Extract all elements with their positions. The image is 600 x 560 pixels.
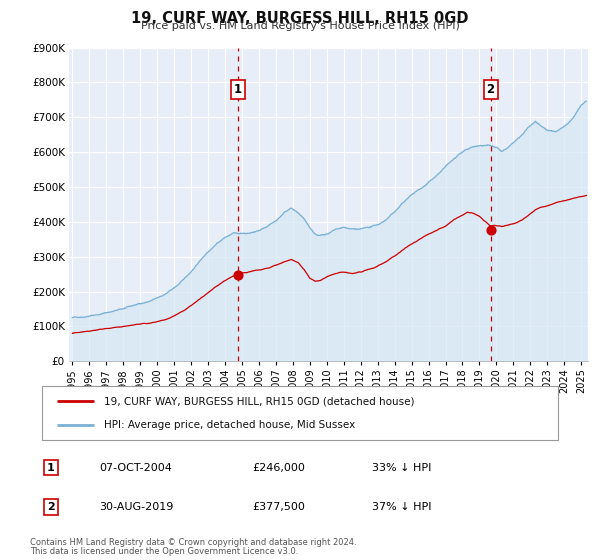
Text: 1: 1 (234, 83, 242, 96)
Text: Price paid vs. HM Land Registry's House Price Index (HPI): Price paid vs. HM Land Registry's House … (140, 21, 460, 31)
Text: £377,500: £377,500 (252, 502, 305, 512)
Text: 30-AUG-2019: 30-AUG-2019 (99, 502, 173, 512)
Text: Contains HM Land Registry data © Crown copyright and database right 2024.: Contains HM Land Registry data © Crown c… (30, 538, 356, 547)
Text: 07-OCT-2004: 07-OCT-2004 (99, 463, 172, 473)
Text: 33% ↓ HPI: 33% ↓ HPI (372, 463, 431, 473)
Text: 2: 2 (47, 502, 55, 512)
Text: 37% ↓ HPI: 37% ↓ HPI (372, 502, 431, 512)
Text: This data is licensed under the Open Government Licence v3.0.: This data is licensed under the Open Gov… (30, 547, 298, 556)
Text: 19, CURF WAY, BURGESS HILL, RH15 0GD (detached house): 19, CURF WAY, BURGESS HILL, RH15 0GD (de… (104, 396, 415, 407)
Point (486, 225, 496, 234)
Text: 2: 2 (487, 83, 495, 96)
Text: HPI: Average price, detached house, Mid Sussex: HPI: Average price, detached house, Mid … (104, 419, 355, 430)
FancyBboxPatch shape (42, 386, 558, 440)
Text: 1: 1 (47, 463, 55, 473)
Text: £246,000: £246,000 (252, 463, 305, 473)
Point (233, 271, 243, 280)
Text: 19, CURF WAY, BURGESS HILL, RH15 0GD: 19, CURF WAY, BURGESS HILL, RH15 0GD (131, 11, 469, 26)
